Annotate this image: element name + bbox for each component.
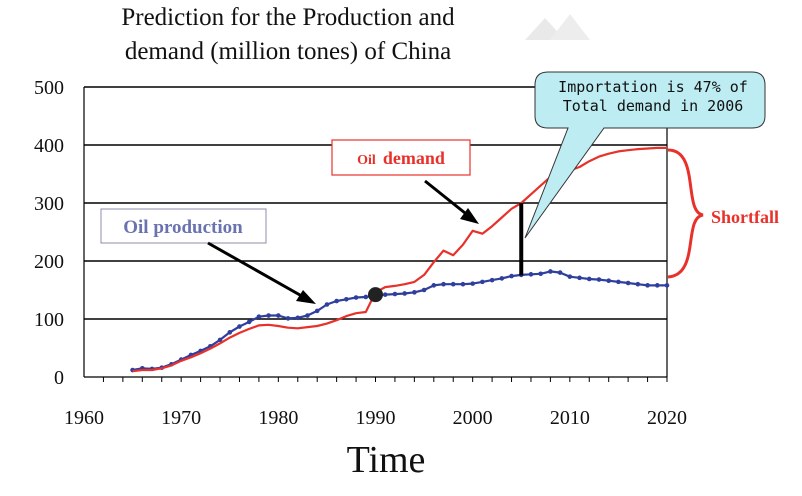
series-line-production (132, 270, 667, 372)
y-tick-label-300: 300 (34, 193, 64, 215)
point-production-2002 (489, 277, 495, 283)
series-layer (130, 146, 670, 373)
point-production-1975 (227, 330, 233, 335)
x-tick-label-2010: 2010 (550, 407, 590, 429)
point-production-1987 (344, 296, 349, 302)
point-production-1979 (266, 313, 271, 318)
watermark-decoration (525, 14, 590, 40)
crossover-marker (368, 287, 383, 303)
demand-arrow-head (460, 208, 479, 224)
point-production-2014 (606, 278, 611, 284)
point-production-1992 (392, 291, 398, 297)
point-production-2000 (470, 281, 475, 286)
point-production-1991 (382, 292, 388, 297)
x-tick-label-2020: 2020 (647, 407, 687, 429)
point-production-1999 (460, 281, 466, 287)
point-production-2020 (664, 283, 670, 288)
demand-label-big: demand (383, 148, 445, 168)
point-production-2007 (538, 271, 543, 277)
point-production-1985 (324, 302, 330, 307)
x-tick-label-1970: 1970 (161, 407, 201, 429)
point-production-1998 (450, 281, 456, 287)
series-line-demand (132, 146, 667, 373)
point-production-2018 (645, 283, 650, 288)
point-production-2008 (548, 269, 553, 274)
point-production-1989 (363, 294, 369, 300)
point-production-2016 (625, 280, 631, 286)
point-production-1996 (431, 283, 437, 288)
demand-label-small: Oil (357, 153, 376, 168)
production-label: Oil production (123, 217, 243, 238)
importation-callout: Importation is 47% of Total demand in 20… (524, 71, 766, 239)
demand-label-box: Oil demand (331, 139, 471, 176)
demand-arrow (424, 179, 471, 219)
point-production-2011 (577, 275, 582, 281)
production-arrow-head (296, 290, 316, 304)
point-production-2019 (654, 283, 660, 288)
point-production-1980 (276, 313, 281, 318)
annotation-arrows (207, 179, 479, 304)
point-production-2013 (596, 277, 602, 282)
x-tick-label-1960: 1960 (64, 407, 104, 429)
point-production-1986 (334, 298, 339, 304)
point-production-1984 (314, 308, 320, 314)
point-production-2015 (616, 279, 621, 285)
x-axis-label: Time (347, 439, 426, 481)
point-production-1981 (285, 316, 291, 321)
callout-line-1: Importation is 47% of (558, 78, 748, 96)
point-production-1982 (295, 315, 301, 321)
point-production-1988 (353, 295, 359, 300)
point-production-1995 (421, 287, 427, 293)
production-arrow (207, 241, 308, 301)
point-production-1994 (412, 290, 417, 295)
point-production-1983 (305, 313, 310, 318)
point-production-2010 (567, 274, 573, 279)
y-tick-label-0: 0 (54, 367, 64, 389)
chart-title-line-2: demand (million tones) of China (125, 38, 451, 65)
point-production-1976 (237, 324, 242, 329)
x-tick-label-1990: 1990 (356, 407, 396, 429)
demand-label: Oil demand (357, 148, 445, 168)
shortfall-label: Shortfall (711, 207, 779, 227)
callout-line-2: Total demand in 2006 (563, 97, 744, 115)
point-production-2003 (499, 276, 505, 281)
point-production-2017 (635, 281, 641, 287)
y-tick-label-200: 200 (34, 251, 64, 273)
point-production-1993 (402, 291, 407, 296)
y-tick-label-500: 500 (34, 77, 64, 99)
point-production-1974 (217, 337, 223, 343)
x-tick-label-2000: 2000 (453, 407, 493, 429)
chart-title-line-1: Prediction for the Production and (121, 4, 455, 31)
x-tick-label-1980: 1980 (258, 407, 298, 429)
point-production-2001 (480, 279, 485, 285)
overlay-layer (368, 203, 524, 303)
point-production-2012 (586, 276, 592, 282)
point-production-1977 (246, 319, 252, 325)
point-production-1978 (256, 314, 262, 319)
production-label-box: Oil production (100, 208, 267, 244)
point-production-2006 (528, 272, 534, 277)
axis-layer: 0 100 200 300 400 500 1960 1970 1980 1990 2000 2010… (34, 77, 687, 429)
y-tick-label-100: 100 (34, 309, 64, 331)
point-production-2009 (557, 270, 563, 275)
point-production-2004 (509, 273, 514, 279)
point-production-1997 (441, 281, 446, 287)
shortfall-brace: Shortfall (667, 148, 779, 279)
y-tick-label-400: 400 (34, 135, 64, 157)
